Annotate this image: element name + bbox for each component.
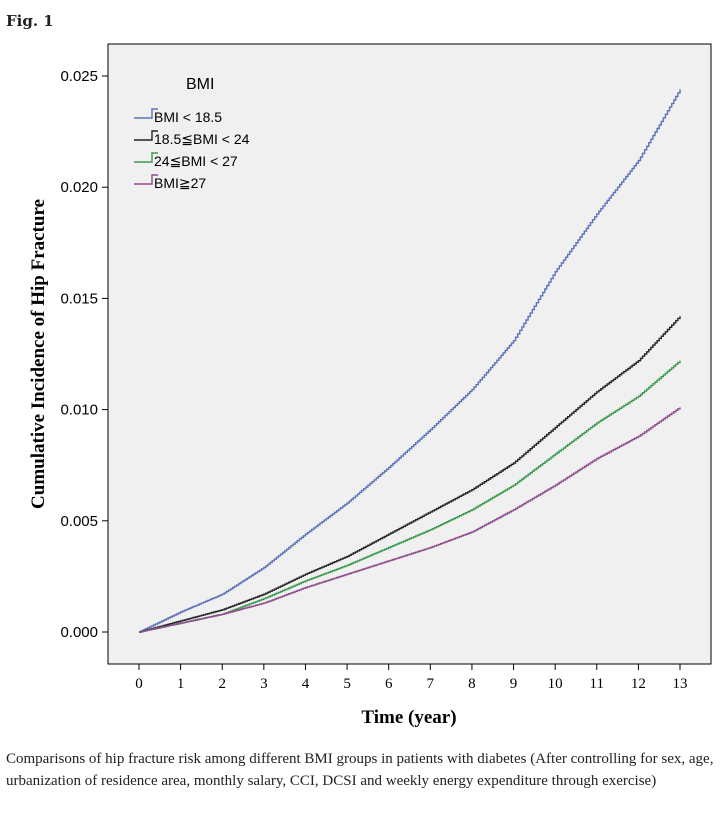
plot-area: [107, 43, 712, 665]
x-tick-label: 0: [135, 676, 143, 692]
x-axis: 0 1 2 3 4 5 6 7 8 9 10 11 12 13: [135, 664, 688, 692]
x-tick-label: 6: [385, 676, 393, 692]
y-tick-label: 0.010: [60, 402, 98, 419]
y-tick-label: 0.015: [60, 290, 98, 307]
x-tick-label: 3: [260, 676, 268, 692]
series-lines: [139, 89, 681, 633]
y-axis-title: Cumulative Incidence of Hip Fracture: [28, 199, 49, 509]
legend-swatch: [134, 152, 158, 163]
x-tick-label: 8: [468, 676, 476, 692]
figure-caption: Comparisons of hip fracture risk among d…: [6, 751, 714, 789]
x-tick-label: 13: [673, 676, 688, 692]
series-line-4: [139, 407, 681, 633]
y-tick-label: 0.000: [60, 624, 98, 641]
legend-swatch: [134, 108, 158, 119]
x-tick-label: 12: [631, 676, 646, 692]
y-axis: 0.000 0.005 0.010 0.015 0.020 0.025: [60, 68, 108, 641]
legend-label: 18.5≦BMI < 24: [154, 131, 250, 147]
figure-label: Fig. 1: [6, 12, 54, 30]
y-tick-label: 0.025: [60, 68, 98, 85]
chart: 0 1 2 3 4 5 6 7 8 9 10 11 12 13 0.0000.0050.0100.0150…: [28, 43, 712, 728]
x-axis-title: Time (year): [361, 707, 456, 728]
legend-label: BMI < 18.5: [154, 109, 222, 125]
series-line-1: [139, 89, 681, 633]
legend-swatch: [134, 174, 158, 185]
legend: BMI BMI < 18.5 18.5≦BMI < 24 24≦BMI < 27 BM…: [134, 76, 250, 191]
x-tick-label: 4: [302, 676, 310, 692]
legend-label: BMI≧27: [154, 175, 206, 191]
legend-title: BMI: [186, 76, 214, 93]
x-tick-label: 9: [510, 676, 518, 692]
x-tick-label: 2: [218, 676, 226, 692]
x-tick-label: 1: [177, 676, 185, 692]
y-tick-label: 0.005: [60, 513, 98, 530]
x-tick-label: 7: [427, 676, 435, 692]
x-tick-label: 5: [343, 676, 351, 692]
legend-label: 24≦BMI < 27: [154, 153, 238, 169]
x-tick-label: 10: [548, 676, 563, 692]
y-tick-label: 0.020: [60, 179, 98, 196]
series-line-2: [139, 316, 681, 633]
legend-swatch: [134, 130, 158, 141]
x-tick-label: 11: [590, 676, 604, 692]
